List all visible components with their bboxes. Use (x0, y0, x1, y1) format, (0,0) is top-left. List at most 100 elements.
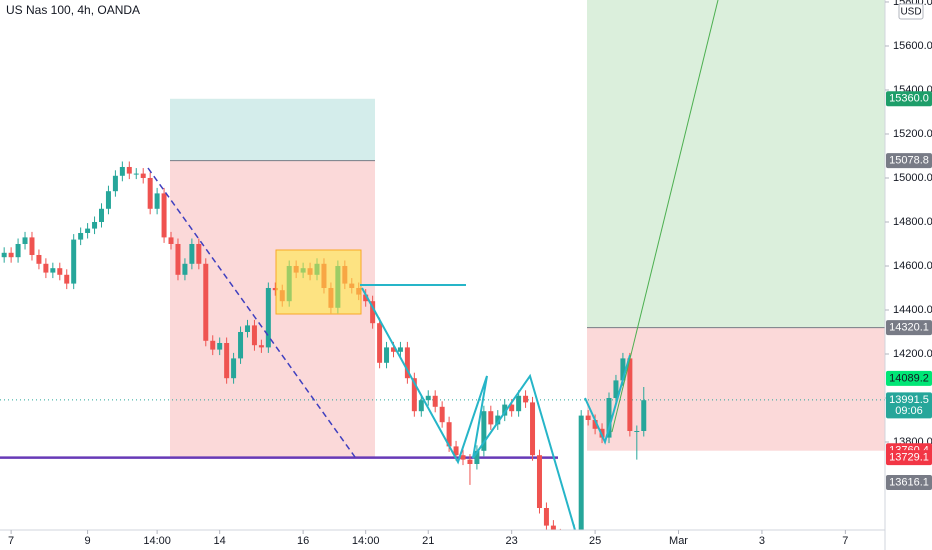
candle-body (404, 347, 410, 379)
candle-body (210, 340, 216, 350)
candle-body (154, 193, 160, 209)
candle-body (439, 406, 445, 423)
candle-body (377, 323, 383, 363)
candle-body (175, 243, 181, 275)
candle-body (36, 254, 42, 264)
candle-body (634, 430, 640, 432)
zigzag-line (584, 354, 631, 445)
x-tick-label: 21 (422, 535, 434, 547)
y-tick-label: 15000.0 (893, 172, 932, 184)
x-tick-label: 14:00 (352, 535, 380, 547)
x-tick-label: 23 (506, 535, 518, 547)
y-tick-label: 14400.0 (893, 304, 932, 316)
candle-body (460, 455, 466, 460)
countdown: 09:06 (895, 405, 923, 417)
price-tag-label: 14089.2 (889, 372, 929, 384)
candle-body (258, 345, 264, 348)
candle-body (578, 415, 584, 530)
candle-body (272, 287, 278, 291)
y-tick-label: 14800.0 (893, 216, 932, 228)
projection-line (611, 0, 719, 433)
candle-body (105, 191, 111, 209)
candle-body (418, 400, 424, 412)
candle-body (432, 395, 438, 407)
currency: USD (900, 7, 921, 18)
candle-body (572, 530, 577, 548)
price-tag (886, 370, 932, 386)
x-tick-label: 9 (85, 535, 91, 547)
candle-body (99, 208, 105, 222)
price-tag-label: 14320.1 (889, 321, 929, 333)
candle-body (85, 228, 91, 233)
candle-body (446, 422, 452, 447)
price-tag (886, 474, 932, 490)
candle-body (530, 402, 536, 456)
candle-body (613, 380, 619, 398)
candle-body (536, 455, 542, 508)
candle-body (523, 395, 529, 403)
candle-body (92, 221, 98, 229)
candle-body (251, 325, 257, 346)
x-tick-label: 14:00 (143, 535, 171, 547)
x-tick-label: 25 (589, 535, 601, 547)
candle-body (147, 177, 153, 209)
candle-body (384, 347, 390, 363)
price-tag (886, 450, 932, 466)
x-tick-label: 3 (759, 535, 765, 547)
candle-body (488, 411, 494, 425)
candle-body (224, 342, 230, 379)
candle-body (558, 534, 563, 550)
candle-body (425, 395, 431, 401)
x-tick-label: 14 (214, 535, 226, 547)
candle-body (217, 342, 223, 350)
candle-body (78, 232, 84, 240)
highlight-rect (275, 249, 362, 315)
candle-body (189, 243, 195, 264)
candle-body (161, 193, 167, 238)
candle-body (203, 263, 209, 341)
candle-body (57, 268, 63, 275)
chart-title: US Nas 100, 4h, OANDA (6, 3, 140, 17)
candle-body (550, 525, 556, 530)
candle-body (397, 347, 403, 352)
x-tick-label: 16 (297, 535, 309, 547)
candle-body (620, 358, 626, 381)
candle-body (265, 287, 271, 348)
profit-zone (587, 0, 885, 328)
candle-body (231, 358, 237, 379)
candle-body (196, 243, 202, 264)
candle-body (481, 411, 487, 451)
candle-body (495, 415, 501, 425)
profit-zone (170, 98, 375, 161)
price-tag-label: 15360.0 (889, 93, 929, 105)
candle-body (133, 173, 139, 175)
candle-body (140, 173, 146, 178)
candle-body (543, 507, 549, 526)
candle-body (50, 268, 56, 273)
x-tick-label: Mar (669, 535, 688, 547)
drawings-back (0, 0, 885, 459)
zigzag-line (361, 287, 576, 530)
candle-body (467, 459, 473, 464)
currency-box[interactable] (898, 3, 924, 20)
candle-body (244, 325, 250, 332)
y-tick-label: 14600.0 (893, 260, 932, 272)
candle-body (8, 252, 14, 258)
price-tag (886, 91, 932, 107)
candle-body (182, 263, 188, 275)
candle-body (474, 450, 480, 464)
candle-body (71, 239, 77, 284)
candle-body (43, 263, 49, 273)
candle-body (29, 237, 35, 255)
x-tick-label: 7 (842, 535, 848, 547)
price-tag (886, 153, 932, 169)
candle-body (370, 301, 376, 324)
candle-body (502, 404, 508, 416)
candle-body (641, 400, 647, 431)
candle-body (126, 166, 132, 174)
x-tick-label: 7 (8, 535, 14, 547)
candle-body (453, 446, 459, 456)
candle-body (64, 274, 70, 284)
candle-body (411, 378, 417, 412)
